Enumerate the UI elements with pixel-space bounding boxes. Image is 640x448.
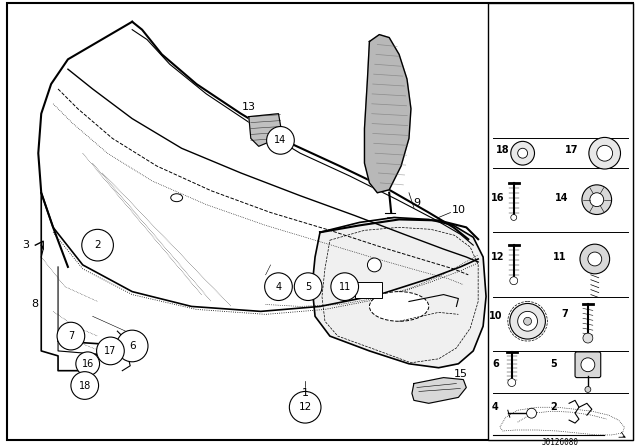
- Text: 1: 1: [301, 388, 308, 398]
- Circle shape: [116, 330, 148, 362]
- Text: 5: 5: [550, 359, 557, 369]
- Circle shape: [331, 273, 358, 301]
- Text: 17: 17: [565, 145, 579, 155]
- Text: 4: 4: [275, 282, 282, 292]
- Circle shape: [71, 372, 99, 399]
- Circle shape: [97, 337, 124, 365]
- Polygon shape: [365, 34, 411, 193]
- Circle shape: [581, 358, 595, 372]
- Text: 10: 10: [451, 205, 465, 215]
- Text: 12: 12: [491, 252, 505, 262]
- Circle shape: [510, 303, 545, 339]
- Circle shape: [518, 311, 538, 331]
- Circle shape: [527, 408, 536, 418]
- Text: 14: 14: [275, 135, 287, 145]
- Circle shape: [588, 252, 602, 266]
- Text: 11: 11: [339, 282, 351, 292]
- Text: 11: 11: [552, 252, 566, 262]
- Text: 15: 15: [453, 369, 467, 379]
- Text: 2: 2: [94, 240, 101, 250]
- Text: 13: 13: [242, 102, 256, 112]
- Text: 7: 7: [68, 331, 74, 341]
- Circle shape: [585, 387, 591, 392]
- Circle shape: [508, 379, 516, 387]
- Circle shape: [82, 229, 113, 261]
- Text: 5: 5: [305, 282, 311, 292]
- Bar: [355, 282, 382, 297]
- Text: 14: 14: [556, 193, 569, 202]
- Text: 18: 18: [79, 380, 91, 391]
- Circle shape: [267, 126, 294, 154]
- FancyBboxPatch shape: [575, 352, 601, 378]
- Text: J0126080: J0126080: [541, 438, 579, 447]
- Circle shape: [524, 317, 532, 325]
- Text: 12: 12: [298, 402, 312, 412]
- Circle shape: [580, 244, 610, 274]
- Circle shape: [367, 258, 381, 272]
- Circle shape: [518, 148, 527, 158]
- Text: 10: 10: [489, 311, 502, 321]
- Text: 6: 6: [493, 359, 499, 369]
- Circle shape: [57, 322, 84, 350]
- Text: 16: 16: [491, 193, 505, 202]
- Polygon shape: [249, 114, 282, 146]
- Text: 17: 17: [104, 346, 116, 356]
- Text: 4: 4: [492, 402, 499, 412]
- Text: 6: 6: [129, 341, 136, 351]
- Circle shape: [510, 277, 518, 284]
- Circle shape: [289, 392, 321, 423]
- Circle shape: [294, 273, 322, 301]
- Text: 8: 8: [32, 299, 39, 310]
- Polygon shape: [312, 217, 486, 368]
- Text: 16: 16: [81, 359, 94, 369]
- Circle shape: [582, 185, 612, 215]
- Circle shape: [511, 142, 534, 165]
- Bar: [488, 3, 634, 440]
- Circle shape: [76, 352, 100, 375]
- Circle shape: [590, 193, 604, 207]
- Circle shape: [511, 215, 516, 220]
- Text: 3: 3: [22, 240, 29, 250]
- Text: 2: 2: [550, 402, 557, 412]
- Ellipse shape: [369, 292, 429, 321]
- Circle shape: [583, 333, 593, 343]
- Text: 7: 7: [562, 310, 568, 319]
- Circle shape: [596, 145, 612, 161]
- Circle shape: [265, 273, 292, 301]
- Ellipse shape: [171, 194, 182, 202]
- Text: 18: 18: [496, 145, 509, 155]
- Text: 9: 9: [413, 198, 420, 207]
- Circle shape: [589, 138, 621, 169]
- Polygon shape: [412, 378, 467, 403]
